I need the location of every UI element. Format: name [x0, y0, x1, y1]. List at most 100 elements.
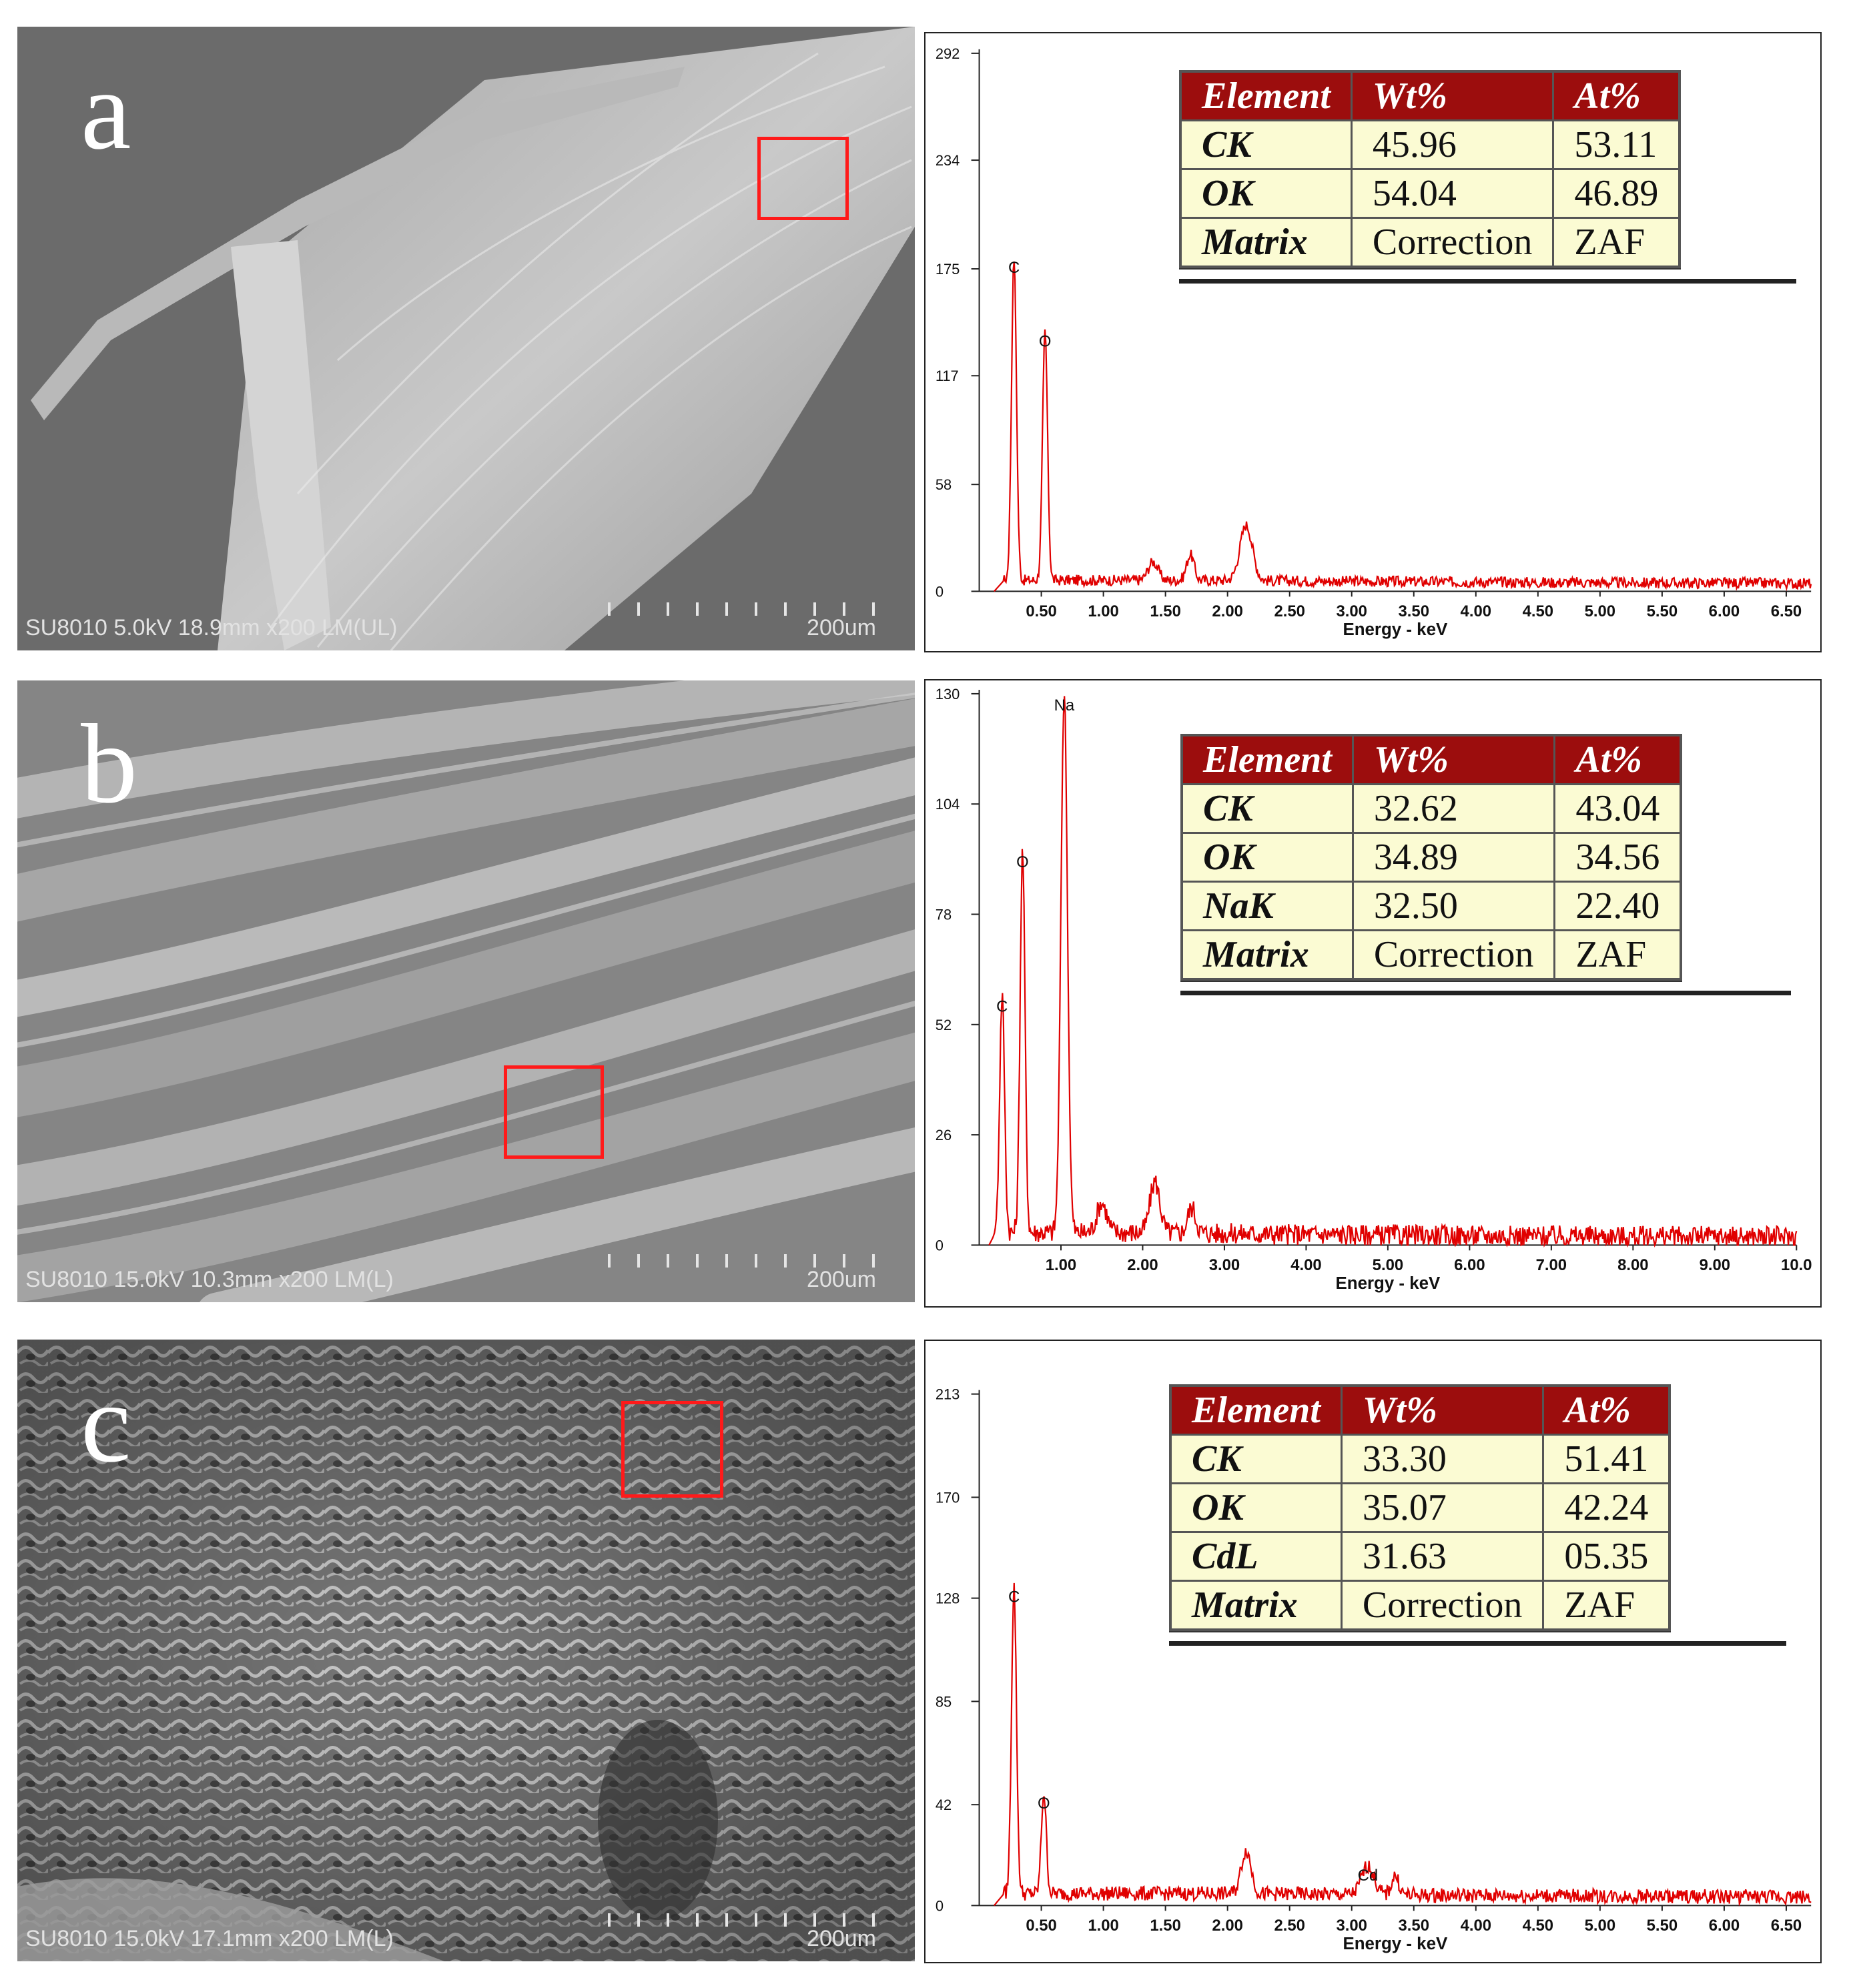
- x-tick-label: 5.00: [1373, 1256, 1403, 1274]
- at-cell: ZAF: [1552, 217, 1681, 268]
- x-tick-label: 4.00: [1461, 1917, 1491, 1935]
- at-cell: 53.11: [1552, 119, 1681, 170]
- x-tick-label: 2.50: [1274, 602, 1305, 620]
- y-tick-label: 175: [936, 261, 960, 278]
- at-cell: 43.04: [1553, 783, 1682, 834]
- x-tick-label: 2.00: [1212, 1917, 1242, 1935]
- scale-bar-a: [608, 602, 901, 616]
- x-tick-label: 6.00: [1709, 602, 1740, 620]
- header-element: Element: [1180, 734, 1354, 785]
- y-tick-label: 78: [936, 906, 952, 923]
- at-cell: 42.24: [1542, 1482, 1671, 1533]
- sem-info-b: SU8010 15.0kV 10.3mm x200 LM(L): [25, 1267, 394, 1292]
- wt-cell: 32.62: [1351, 783, 1556, 834]
- at-cell: 51.41: [1542, 1434, 1671, 1484]
- y-tick-label: 42: [936, 1797, 952, 1813]
- eds-table-c: Element Wt% At% CK 33.30 51.41 OK 35.07 42.24 …: [1169, 1384, 1672, 1631]
- y-tick-label: 85: [936, 1693, 952, 1710]
- x-tick-label: 5.00: [1585, 1917, 1615, 1935]
- header-at: At%: [1552, 70, 1681, 121]
- eds-table-b: Element Wt% At% CK 32.62 43.04 OK 34.89 34.56 …: [1180, 734, 1683, 981]
- sem-image-a: a SU8010 5.0kV 18.9mm x200 LM(UL) 200um: [17, 27, 915, 650]
- peak-label: Cd: [1358, 1867, 1379, 1885]
- sem-texture-a: [17, 27, 915, 650]
- x-tick-label: 6.50: [1771, 602, 1802, 620]
- element-cell: CK: [1180, 783, 1354, 834]
- wt-cell: Correction: [1351, 929, 1556, 981]
- x-tick-label: 7.00: [1536, 1256, 1567, 1274]
- y-tick-label: 0: [936, 583, 944, 600]
- x-tick-label: 9.00: [1700, 1256, 1730, 1274]
- eds-table-a: Element Wt% At% CK 45.96 53.11 OK 54.04 46.89 …: [1179, 70, 1682, 268]
- x-tick-label: 3.50: [1399, 1917, 1429, 1935]
- x-tick-label: 1.50: [1150, 1917, 1180, 1935]
- x-tick-label: 8.00: [1617, 1256, 1648, 1274]
- x-axis-label: Energy - keV: [1343, 620, 1447, 639]
- at-cell: ZAF: [1542, 1580, 1671, 1631]
- header-element: Element: [1169, 1384, 1343, 1436]
- x-tick-label: 1.00: [1088, 602, 1118, 620]
- peak-label: Na: [1054, 696, 1075, 714]
- eds-panel-c: 0 42 85 128 170 213 0.50 1.00 1.50 2.00 2.50 3.00 3.…: [924, 1340, 1822, 1963]
- element-cell: OK: [1169, 1482, 1343, 1533]
- wt-cell: 54.04: [1350, 168, 1555, 219]
- x-tick-label: 1.00: [1088, 1917, 1118, 1935]
- element-cell: Matrix: [1179, 217, 1353, 268]
- at-cell: 34.56: [1553, 832, 1682, 883]
- wt-cell: Correction: [1350, 217, 1555, 268]
- table-row: Matrix Correction ZAF: [1169, 1580, 1671, 1631]
- x-tick-label: 3.00: [1336, 1917, 1367, 1935]
- table-underline-c: [1169, 1641, 1786, 1646]
- scale-bar-c: [608, 1913, 901, 1927]
- wt-cell: 34.89: [1351, 832, 1556, 883]
- x-tick-label: 2.00: [1127, 1256, 1158, 1274]
- table-row: CdL 31.63 05.35: [1169, 1531, 1671, 1582]
- table-row: OK 35.07 42.24: [1169, 1482, 1671, 1533]
- at-cell: 46.89: [1552, 168, 1681, 219]
- wt-cell: 31.63: [1340, 1531, 1545, 1582]
- y-tick-label: 52: [936, 1017, 952, 1033]
- spectrum-line: [993, 1582, 1812, 1907]
- y-tick-label: 128: [936, 1590, 960, 1607]
- sem-info-a: SU8010 5.0kV 18.9mm x200 LM(UL): [25, 615, 398, 640]
- scale-label-b: 200um: [807, 1267, 876, 1292]
- x-tick-label: 10.0: [1781, 1256, 1812, 1274]
- eds-chart-a: 0 58 117 175 234 292 0.50 1.00 1.50 2.00 2.50 3.00 3…: [936, 45, 1812, 639]
- at-cell: ZAF: [1553, 929, 1682, 981]
- x-tick-label: 3.50: [1399, 602, 1429, 620]
- header-element: Element: [1179, 70, 1353, 121]
- wt-cell: 32.50: [1351, 881, 1556, 931]
- x-tick-label: 6.00: [1454, 1256, 1485, 1274]
- header-at: At%: [1542, 1384, 1671, 1436]
- spectrum-line: [994, 261, 1812, 592]
- x-tick-label: 4.50: [1523, 1917, 1553, 1935]
- element-cell: CdL: [1169, 1531, 1343, 1582]
- sem-info-c: SU8010 15.0kV 17.1mm x200 LM(L): [25, 1926, 394, 1951]
- table-row: CK 32.62 43.04: [1180, 783, 1682, 834]
- roi-box-a: [757, 137, 849, 220]
- sem-texture-b: [17, 680, 915, 1302]
- x-tick-label: 4.50: [1523, 602, 1553, 620]
- peak-label: O: [1039, 332, 1052, 350]
- table-row: OK 54.04 46.89: [1179, 168, 1681, 219]
- scale-label-c: 200um: [807, 1926, 876, 1951]
- x-tick-label: 3.00: [1336, 602, 1367, 620]
- y-tick-label: 130: [936, 686, 960, 702]
- x-tick-label: 2.00: [1212, 602, 1242, 620]
- table-row: NaK 32.50 22.40: [1180, 881, 1682, 931]
- table-row: OK 34.89 34.56: [1180, 832, 1682, 883]
- x-tick-label: 6.00: [1709, 1917, 1740, 1935]
- x-axis-label: Energy - keV: [1343, 1935, 1447, 1953]
- x-tick-label: 1.00: [1046, 1256, 1076, 1274]
- element-cell: OK: [1179, 168, 1353, 219]
- y-tick-label: 234: [936, 152, 960, 169]
- scale-bar-b: [608, 1254, 901, 1268]
- y-tick-label: 292: [936, 45, 960, 62]
- table-row: CK 45.96 53.11: [1179, 119, 1681, 170]
- eds-panel-a: 0 58 117 175 234 292 0.50 1.00 1.50 2.00 2.50 3.00 3…: [924, 32, 1822, 652]
- peak-label: C: [996, 997, 1008, 1015]
- x-tick-label: 1.50: [1150, 602, 1180, 620]
- table-underline-b: [1180, 991, 1791, 995]
- header-wt: Wt%: [1350, 70, 1555, 121]
- at-cell: 22.40: [1553, 881, 1682, 931]
